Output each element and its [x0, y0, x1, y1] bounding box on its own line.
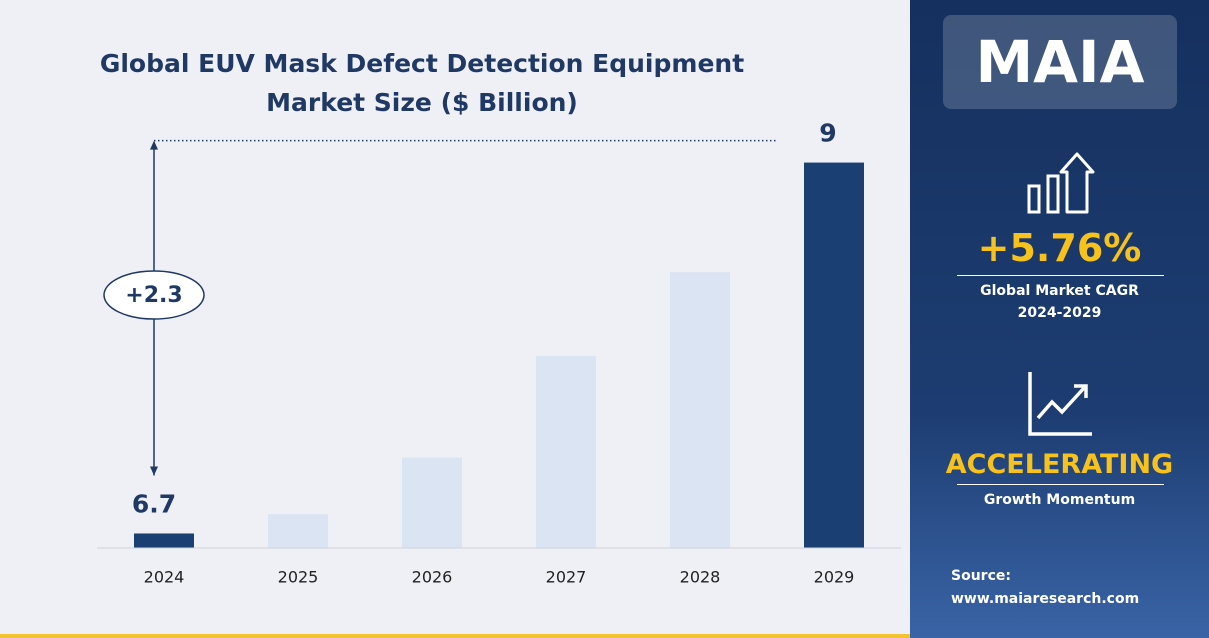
source-url: www.maiaresearch.com [951, 591, 1140, 607]
line-growth-icon [1028, 372, 1092, 436]
bar [402, 457, 462, 548]
value-label: 6.7 [132, 489, 176, 518]
x-tick-label: 2029 [814, 568, 855, 587]
x-tick-label: 2024 [144, 568, 185, 587]
source-label: Source: [951, 568, 1011, 584]
x-tick-label: 2027 [546, 568, 587, 587]
bar [268, 514, 328, 548]
bar [804, 162, 864, 548]
cagr-value: +5.76% [977, 226, 1142, 270]
bar [670, 272, 730, 548]
chart-panel: 2024 6.7 2025 2026 2027 2028 2029 9 +2.3 Global … [0, 49, 910, 638]
bar [134, 533, 194, 548]
sidebar: MAIA +5.76% Global Market CAGR 2024-2029… [910, 0, 1209, 638]
annotation-badge [103, 270, 205, 320]
arrow-head [150, 466, 158, 476]
annotation: +2.3 [125, 283, 182, 308]
bar-growth-icon [1027, 152, 1095, 214]
divider [957, 484, 1164, 485]
x-tick-label: 2026 [412, 568, 453, 587]
x-tick-label: 2028 [680, 568, 721, 587]
momentum-label: Growth Momentum [983, 492, 1136, 508]
x-tick-label: 2025 [278, 568, 319, 587]
value-label: 9 [819, 119, 836, 148]
arrow-head [150, 140, 158, 150]
chart-title: Global EUV Mask Defect Detection Equipme… [99, 49, 745, 117]
bar [536, 356, 596, 548]
cagr-period: 2024-2029 [1017, 305, 1102, 321]
momentum-value: ACCELERATING [945, 449, 1174, 480]
brand-logo: MAIA [943, 15, 1177, 109]
cagr-label: Global Market CAGR [980, 283, 1139, 299]
chart: 2024 6.7 2025 2026 2027 2028 2029 9 +2.3 [97, 119, 901, 587]
divider [957, 275, 1164, 276]
